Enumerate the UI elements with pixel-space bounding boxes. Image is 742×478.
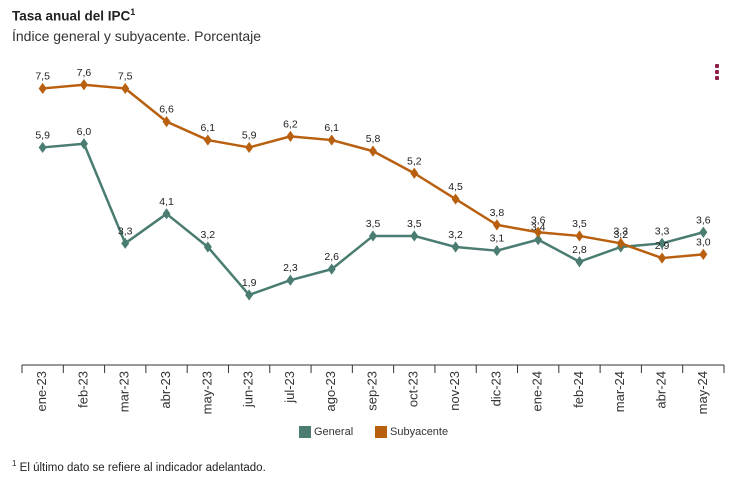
data-label: 5,9 [242,129,257,141]
footnote-text: El último dato se refiere al indicador a… [19,461,266,474]
data-point-marker [575,230,584,242]
menu-dot [715,64,719,68]
data-label: 5,2 [407,155,422,167]
title-footnote-marker: 1 [130,7,136,17]
data-label: 6,1 [324,122,339,134]
data-point-marker [658,252,667,264]
legend-label: General [314,426,353,438]
data-label: 6,0 [77,126,92,138]
x-tick-label: may-23 [199,371,214,414]
data-label: 3,6 [696,214,711,226]
footnote: 1 El último dato se refiere al indicador… [12,459,266,474]
data-point-marker [245,289,254,301]
data-point-marker [245,141,254,154]
x-tick-label: mar-23 [117,371,132,412]
data-point-marker [162,208,171,220]
data-point-marker [699,248,708,260]
menu-dot [715,70,719,74]
x-tick-label: sep-23 [364,371,379,411]
data-point-marker [616,237,625,249]
data-label: 2,9 [655,240,670,252]
data-point-marker [38,82,47,95]
menu-dot [715,76,719,80]
data-label: 3,8 [490,207,505,219]
data-point-marker [327,134,336,146]
data-label: 2,3 [283,262,298,274]
data-label: 3,2 [613,229,628,241]
data-label: 1,9 [242,277,257,289]
data-point-marker [38,141,47,154]
data-point-marker [492,245,501,257]
more-vertical-icon[interactable] [712,64,722,84]
x-tick-label: ene-23 [34,371,49,411]
data-point-marker [451,241,460,253]
data-label: 2,8 [572,244,587,256]
data-label: 3,0 [696,236,711,248]
chart-title-text: Tasa anual del IPC [12,8,131,24]
x-tick-label: abr-23 [158,371,173,409]
data-label: 3,5 [572,218,587,230]
data-point-marker [575,256,584,268]
data-point-marker [369,145,377,157]
data-point-marker [658,237,667,249]
data-label: 7,5 [118,70,133,82]
x-tick-label: may-24 [695,371,710,414]
data-label: 3,6 [531,214,546,226]
data-label: 3,3 [118,225,133,237]
data-point-marker [451,193,460,205]
data-point-marker [492,219,501,231]
x-tick-label: feb-24 [571,371,586,408]
data-label: 3,1 [490,233,505,245]
data-point-marker [369,230,377,242]
x-tick-label: abr-24 [653,371,668,409]
data-label: 5,8 [366,133,381,145]
data-label: 4,5 [448,181,463,193]
data-label: 7,6 [77,67,92,79]
data-point-marker [162,116,171,128]
data-label: 3,5 [366,218,381,230]
data-point-marker [79,138,88,150]
legend-swatch [375,426,387,438]
x-tick-label: dic-23 [488,371,503,406]
data-label: 3,2 [448,229,463,241]
data-point-marker [699,226,708,238]
x-tick-label: ago-23 [323,371,338,411]
legend-swatch [299,426,311,438]
chart-title: Tasa anual del IPC1 [12,7,135,24]
legend-label: Subyacente [390,426,448,438]
line-chart: ene-23 feb-23 mar-23 abr-23 may-23 jun-23 jul-… [21,67,725,438]
data-point-marker [410,167,419,179]
data-label: 6,2 [283,118,298,130]
footnote-marker: 1 [12,459,17,468]
data-point-marker [203,134,212,146]
data-point-marker [534,226,543,238]
x-tick-label: feb-23 [75,371,90,408]
data-point-marker [203,241,212,253]
data-point-marker [410,230,419,242]
data-label: 4,1 [159,196,174,208]
data-point-marker [327,263,336,275]
data-label: 3,3 [655,225,670,237]
x-tick-label: mar-24 [612,371,627,412]
data-label: 7,5 [35,70,50,82]
data-point-marker [121,82,130,95]
data-label: 6,6 [159,104,174,116]
data-point-marker [79,79,88,91]
data-label: 3,3 [613,225,628,237]
data-point-marker [121,237,130,249]
data-label: 6,1 [201,122,216,134]
data-label: 5,9 [35,129,50,141]
data-point-marker [286,130,295,142]
data-point-marker [534,234,543,246]
x-tick-label: oct-23 [406,371,421,407]
x-tick-label: jul-23 [282,371,297,404]
data-label: 3,5 [407,218,422,230]
data-label: 2,6 [324,251,339,263]
x-tick-label: jun-23 [241,371,256,408]
x-tick-label: nov-23 [447,371,462,411]
data-label: 3,2 [201,229,216,241]
chart-subtitle: Índice general y subyacente. Porcentaje [12,28,262,44]
data-point-marker [286,274,295,286]
x-tick-label: ene-24 [530,371,545,411]
